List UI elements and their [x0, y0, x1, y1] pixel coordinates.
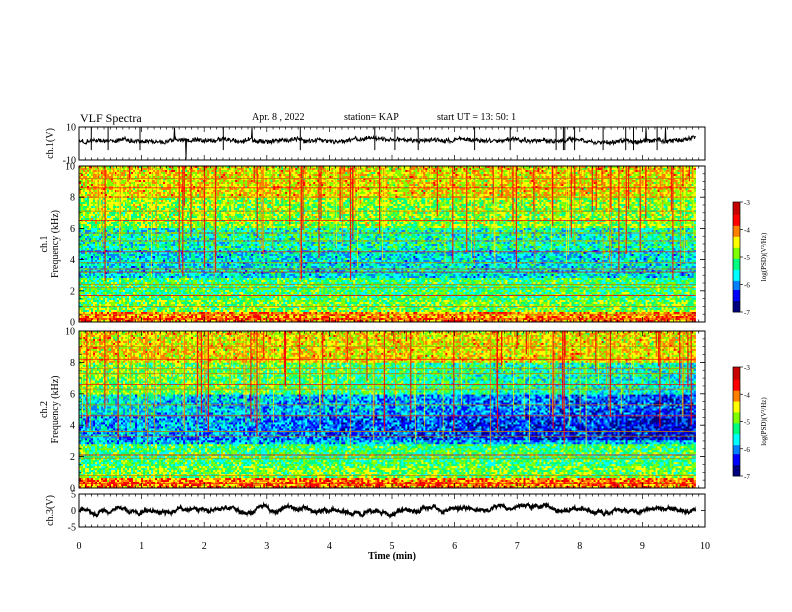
x-axis-label: Time (min) — [368, 551, 416, 562]
y-axis-label: Frequency (kHz) — [50, 210, 61, 278]
y-tick-label: 4 — [70, 255, 75, 266]
y-tick-label: 8 — [70, 193, 75, 204]
y-tick-label: 2 — [70, 286, 75, 297]
colorbar-tick-label: -7 — [744, 473, 750, 481]
vlf-figure: 10-10ch.1(V)0246810ch.1 Frequency (kHz)-3… — [0, 0, 792, 612]
y-tick-label: 10 — [66, 123, 76, 134]
x-tick-label: 10 — [700, 541, 710, 552]
x-tick-label: 8 — [577, 541, 582, 552]
y-tick-label: 5 — [71, 490, 76, 501]
spectrogram-ch2-spectrogram — [79, 331, 696, 488]
colorbar-tick-label: -4 — [744, 227, 750, 235]
x-tick-label: 4 — [327, 541, 332, 552]
colorbar-tick-label: -5 — [744, 254, 750, 262]
x-tick-label: 3 — [264, 541, 269, 552]
y-tick-label: 0 — [71, 506, 76, 517]
y-tick-label: 10 — [65, 162, 75, 173]
y-axis-label: Frequency (kHz) — [50, 375, 61, 443]
x-tick-label: 2 — [202, 541, 207, 552]
y-tick-label: 6 — [70, 224, 75, 235]
y-axis-label: ch.1 — [39, 236, 50, 253]
y-tick-label: 4 — [70, 421, 75, 432]
x-tick-label: 0 — [77, 541, 82, 552]
y-tick-label: 2 — [70, 452, 75, 463]
x-tick-label: 1 — [139, 541, 144, 552]
y-tick-label: -5 — [68, 523, 76, 534]
x-tick-label: 7 — [515, 541, 520, 552]
colorbar-tick-label: -6 — [744, 446, 750, 454]
colorbar-tick-label: -5 — [744, 419, 750, 427]
colorbar-tick-label: -3 — [744, 364, 750, 372]
colorbar-tick-label: -6 — [744, 282, 750, 290]
colorbar-tick-label: -4 — [744, 391, 750, 399]
colorbar-label: log(PSD)(V²/Hz) — [760, 232, 768, 281]
y-tick-label: 10 — [65, 327, 75, 338]
y-tick-label: 6 — [70, 389, 75, 400]
colorbar-label: log(PSD)(V²/Hz) — [760, 397, 768, 446]
y-axis-label: ch.3(V) — [45, 495, 56, 526]
x-tick-label: 9 — [640, 541, 645, 552]
y-axis-label: ch.1(V) — [45, 128, 56, 159]
x-tick-label: 6 — [452, 541, 457, 552]
heatmap-layer — [79, 166, 696, 488]
colorbar-tick-label: -3 — [744, 199, 750, 207]
colorbar-tick-label: -7 — [744, 309, 750, 317]
y-tick-label: 8 — [70, 358, 75, 369]
spectrogram-ch1-spectrogram — [79, 166, 696, 322]
waveform-ch3-waveform — [79, 504, 696, 517]
y-axis-label: ch.2 — [39, 401, 50, 418]
